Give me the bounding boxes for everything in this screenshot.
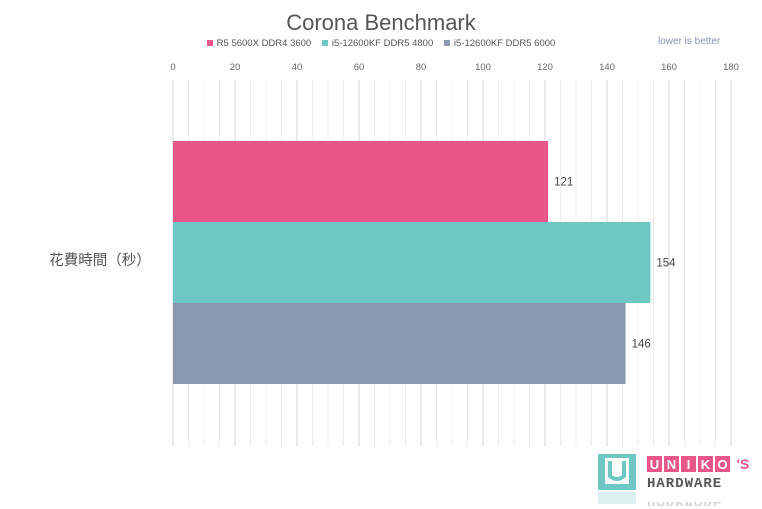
logo-wordmark-top: U N I K O 'S <box>647 456 749 472</box>
svg-text:'S: 'S <box>737 456 750 472</box>
bar-value-label: 121 <box>554 177 573 189</box>
bar <box>173 303 626 384</box>
x-tick-label: 100 <box>475 62 491 73</box>
legend-swatch <box>443 40 450 47</box>
legend-label: R5 5600X DDR4 3600 <box>216 38 312 49</box>
svg-text:HARDWARE: HARDWARE <box>647 476 722 492</box>
legend-item-i5-4800: i5-12600KF DDR5 4800 <box>321 38 434 49</box>
x-tick-label: 0 <box>170 62 175 73</box>
legend-label: i5-12600KF DDR5 6000 <box>453 38 556 49</box>
bar-value-label: 154 <box>656 258 676 270</box>
x-tick-label: 80 <box>416 62 427 73</box>
bar <box>173 141 549 222</box>
legend-swatch <box>321 40 328 47</box>
bar-value-label: 146 <box>632 339 651 351</box>
legend-label: i5-12600KF DDR5 4800 <box>331 38 434 49</box>
svg-text:O: O <box>717 457 727 472</box>
x-tick-label: 160 <box>661 62 677 73</box>
category-label: 花費時間（秒） <box>49 252 151 269</box>
svg-text:K: K <box>701 457 711 472</box>
legend-item-r5: R5 5600X DDR4 3600 <box>206 38 312 49</box>
lower-is-better-note: lower is better <box>658 36 721 47</box>
x-tick-label: 120 <box>537 62 553 73</box>
chart-title: Corona Benchmark <box>286 10 476 35</box>
svg-text:I: I <box>687 457 691 472</box>
x-tick-label: 180 <box>723 62 739 73</box>
bar <box>173 222 651 303</box>
uniko-hardware-logo: U N I K O 'S HARDWARE HARDWARE <box>598 454 749 506</box>
svg-text:HARDWARE: HARDWARE <box>647 497 722 506</box>
legend-swatch <box>206 40 213 47</box>
x-tick-label: 140 <box>599 62 615 73</box>
x-tick-label: 40 <box>292 62 303 73</box>
svg-text:U: U <box>650 457 659 472</box>
legend: R5 5600X DDR4 3600 i5-12600KF DDR5 4800 … <box>0 38 762 49</box>
x-tick-label: 60 <box>354 62 365 73</box>
x-tick-label: 20 <box>230 62 241 73</box>
svg-text:N: N <box>667 457 676 472</box>
legend-item-i5-6000: i5-12600KF DDR5 6000 <box>443 38 556 49</box>
